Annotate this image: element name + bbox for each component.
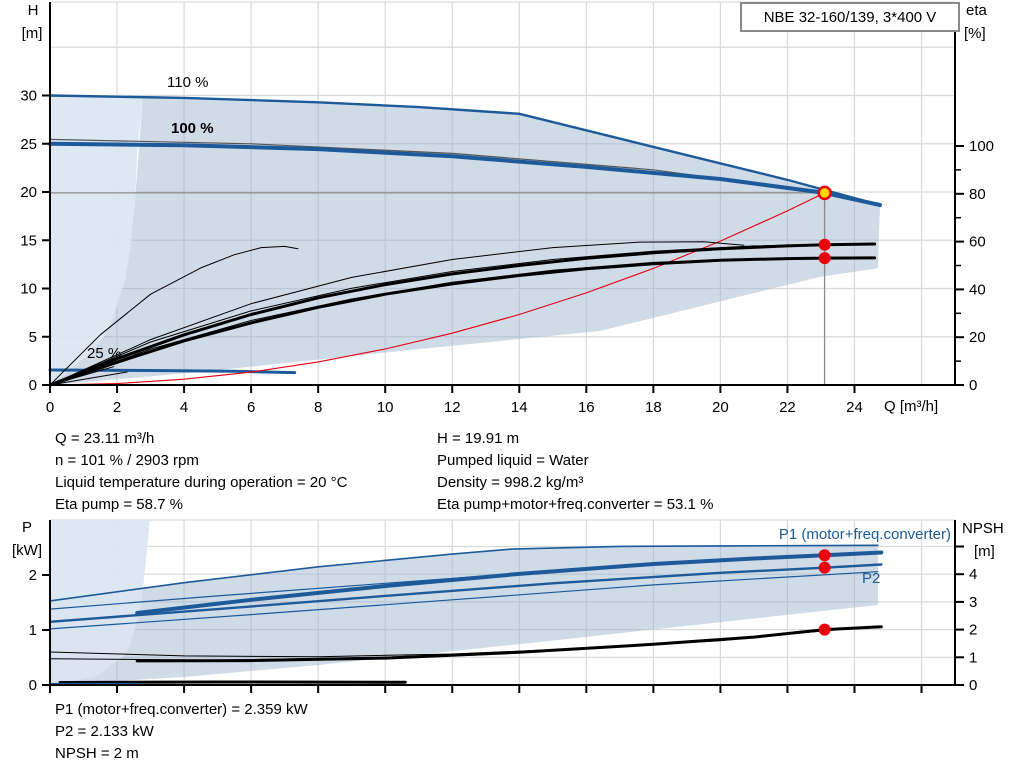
info-q: Q = 23.11 m³/h bbox=[55, 430, 155, 447]
svg-text:5: 5 bbox=[29, 329, 37, 346]
svg-text:20: 20 bbox=[712, 399, 729, 416]
svg-text:0: 0 bbox=[29, 677, 37, 694]
duty-info-left: Q = 23.11 m³/h n = 101 % / 2903 rpm Liqu… bbox=[55, 428, 347, 516]
curve-label-110pct: 110 % bbox=[167, 74, 209, 91]
svg-text:0: 0 bbox=[969, 677, 977, 694]
info-p2: P2 = 2.133 kW bbox=[55, 723, 154, 740]
curve-label-100pct: 100 % bbox=[171, 120, 214, 137]
eta-axis-title: eta bbox=[966, 2, 987, 19]
q-axis-unit: Q [m³/h] bbox=[884, 398, 939, 415]
svg-text:1: 1 bbox=[969, 649, 977, 666]
curve-label-25pct: 25 % bbox=[87, 345, 122, 362]
svg-text:20: 20 bbox=[969, 329, 986, 346]
info-npsh: NPSH = 2 m bbox=[55, 745, 139, 762]
info-h: H = 19.91 m bbox=[437, 430, 520, 447]
svg-text:24: 24 bbox=[846, 399, 863, 416]
svg-text:16: 16 bbox=[578, 399, 595, 416]
h-axis-unit: [m] bbox=[21, 25, 43, 42]
pump-model-title-box: NBE 32-160/139, 3*400 V bbox=[740, 2, 960, 32]
svg-text:0: 0 bbox=[969, 377, 977, 394]
svg-text:100: 100 bbox=[969, 138, 994, 155]
svg-text:10: 10 bbox=[377, 399, 394, 416]
info-liquid-temp: Liquid temperature during operation = 20… bbox=[55, 474, 348, 491]
p-axis-unit: [kW] bbox=[12, 542, 42, 559]
svg-text:2: 2 bbox=[969, 622, 977, 639]
pump-model-title: NBE 32-160/139, 3*400 V bbox=[763, 8, 937, 26]
info-eta-pump: Eta pump = 58.7 % bbox=[55, 496, 183, 513]
curve-label-p1: P1 (motor+freq.converter) bbox=[778, 526, 951, 543]
svg-text:25: 25 bbox=[20, 136, 37, 153]
curve-label-p2: P2 bbox=[862, 570, 881, 587]
svg-text:3: 3 bbox=[969, 594, 977, 611]
svg-text:2: 2 bbox=[29, 567, 37, 584]
duty-info-right: H = 19.91 m Pumped liquid = Water Densit… bbox=[437, 428, 713, 516]
svg-text:60: 60 bbox=[969, 234, 986, 251]
svg-text:1: 1 bbox=[29, 622, 37, 639]
npsh-axis-title: NPSH bbox=[962, 520, 1004, 537]
svg-text:15: 15 bbox=[20, 232, 37, 249]
svg-text:12: 12 bbox=[444, 399, 461, 416]
svg-text:8: 8 bbox=[314, 399, 322, 416]
npsh-axis-unit: [m] bbox=[974, 543, 995, 560]
p-axis-title: P bbox=[21, 519, 32, 536]
svg-text:4: 4 bbox=[180, 399, 188, 416]
info-speed: n = 101 % / 2903 rpm bbox=[55, 452, 199, 469]
svg-text:30: 30 bbox=[20, 88, 37, 105]
info-eta-total: Eta pump+motor+freq.converter = 53.1 % bbox=[437, 496, 714, 513]
svg-text:18: 18 bbox=[645, 399, 662, 416]
svg-text:20: 20 bbox=[20, 184, 37, 201]
info-pumped-liquid: Pumped liquid = Water bbox=[437, 452, 589, 469]
svg-text:6: 6 bbox=[247, 399, 255, 416]
svg-text:80: 80 bbox=[969, 186, 986, 203]
svg-text:10: 10 bbox=[20, 281, 37, 298]
h-axis-title: H bbox=[27, 2, 39, 19]
info-density: Density = 998.2 kg/m³ bbox=[437, 474, 584, 491]
svg-text:2: 2 bbox=[113, 399, 121, 416]
eta-axis-unit: [%] bbox=[964, 25, 986, 42]
svg-text:22: 22 bbox=[779, 399, 796, 416]
info-p1: P1 (motor+freq.converter) = 2.359 kW bbox=[55, 701, 308, 718]
svg-text:0: 0 bbox=[29, 377, 37, 394]
svg-text:0: 0 bbox=[46, 399, 54, 416]
svg-text:4: 4 bbox=[969, 566, 977, 583]
svg-text:14: 14 bbox=[511, 399, 528, 416]
power-info: P1 (motor+freq.converter) = 2.359 kW P2 … bbox=[55, 699, 308, 765]
svg-text:40: 40 bbox=[969, 281, 986, 298]
